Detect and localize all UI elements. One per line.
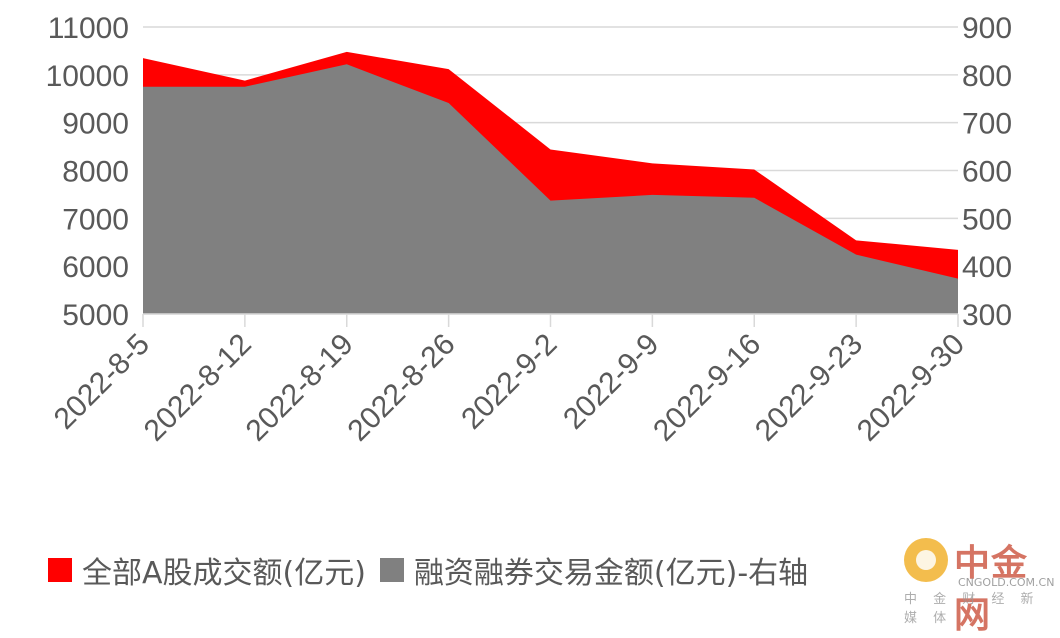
x-tick-label: 2022-9-9	[557, 328, 665, 436]
watermark-subtitle: 中 金 财 经 新 媒 体	[904, 592, 1040, 626]
x-tick-label: 2022-9-30	[851, 328, 971, 448]
left-tick-label: 7000	[62, 203, 129, 236]
legend-swatch-margin-trading	[379, 558, 404, 582]
watermark-logo-icon	[904, 538, 948, 582]
watermark-url: CNGOLD.COM.CN	[958, 576, 1055, 589]
x-tick-label: 2022-9-2	[455, 328, 563, 436]
area-series	[143, 51, 958, 315]
right-tick-label: 900	[962, 12, 1012, 45]
x-tick-label: 2022-8-19	[240, 328, 360, 448]
x-tick-label: 2022-8-12	[138, 328, 258, 448]
right-tick-label: 300	[962, 299, 1012, 332]
legend-label-margin-trading: 融资融券交易金额(亿元)-右轴	[413, 556, 809, 591]
left-tick-label: 11000	[48, 12, 129, 45]
right-axis-ticks: 300 400 500 600 700 800 900	[962, 12, 1012, 332]
left-tick-label: 9000	[62, 108, 129, 141]
axes	[142, 313, 959, 327]
legend-label-a-shares: 全部A股成交额(亿元)	[82, 556, 366, 591]
right-tick-label: 700	[962, 108, 1012, 141]
left-tick-label: 6000	[62, 251, 129, 284]
legend-swatch-a-shares	[48, 558, 72, 582]
chart-area: 5000 6000 7000 8000 9000 10000 11000 300 400 500…	[46, 12, 1013, 448]
right-tick-label: 600	[962, 156, 1012, 189]
left-tick-label: 5000	[62, 299, 129, 332]
right-tick-label: 800	[962, 60, 1012, 93]
x-axis-ticks: 2022-8-52022-8-122022-8-192022-8-262022-…	[48, 328, 971, 448]
legend: 全部A股成交额(亿元) 融资融券交易金额(亿元)-右轴	[48, 548, 822, 592]
right-tick-label: 500	[962, 203, 1012, 236]
legend-item-a-shares: 全部A股成交额(亿元)	[48, 548, 366, 592]
left-tick-label: 10000	[46, 60, 129, 93]
x-tick-label: 2022-8-26	[342, 328, 462, 448]
right-tick-label: 400	[962, 251, 1012, 284]
area-margin-trading	[143, 64, 958, 314]
x-tick-label: 2022-9-23	[749, 328, 869, 448]
x-tick-label: 2022-8-5	[48, 328, 156, 436]
x-tick-label: 2022-9-16	[647, 328, 767, 448]
left-axis-ticks: 5000 6000 7000 8000 9000 10000 11000	[46, 12, 129, 332]
watermark: 中金网 CNGOLD.COM.CN 中 金 财 经 新 媒 体	[898, 530, 1058, 636]
legend-item-margin-trading: 融资融券交易金额(亿元)-右轴	[379, 548, 809, 592]
left-tick-label: 8000	[62, 156, 129, 189]
